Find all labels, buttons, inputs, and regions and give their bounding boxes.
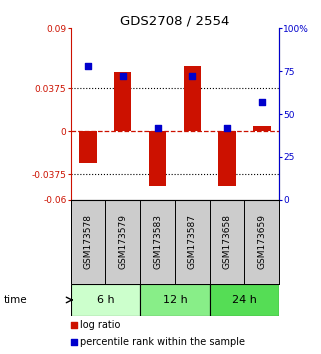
Point (259, 99, 265, 105)
Point (85, 63, 91, 69)
Point (71, 339, 76, 345)
Point (155, 125, 160, 131)
Bar (114, 72, 132, 131)
Text: 12 h: 12 h (162, 295, 187, 305)
Point (190, 74, 195, 79)
Bar (149, 131, 166, 186)
Text: GSM173659: GSM173659 (257, 214, 266, 269)
Point (120, 74, 125, 79)
Text: GSM173583: GSM173583 (153, 214, 162, 269)
Point (224, 125, 230, 131)
Title: GDS2708 / 2554: GDS2708 / 2554 (120, 14, 230, 27)
Bar (140, 284, 210, 316)
Bar (184, 66, 201, 131)
Bar (210, 284, 279, 316)
Text: 24 h: 24 h (232, 295, 257, 305)
Text: percentile rank within the sample: percentile rank within the sample (80, 337, 245, 347)
Bar (79, 131, 97, 163)
Text: time: time (3, 295, 27, 305)
Bar (218, 131, 236, 186)
Text: GSM173579: GSM173579 (118, 214, 127, 269)
Bar (71, 284, 140, 316)
Text: GSM173587: GSM173587 (188, 214, 197, 269)
Bar (253, 126, 271, 131)
Point (71, 322, 76, 327)
Text: GSM173658: GSM173658 (222, 214, 232, 269)
Text: 6 h: 6 h (97, 295, 114, 305)
Text: GSM173578: GSM173578 (83, 214, 92, 269)
Text: log ratio: log ratio (80, 320, 120, 330)
